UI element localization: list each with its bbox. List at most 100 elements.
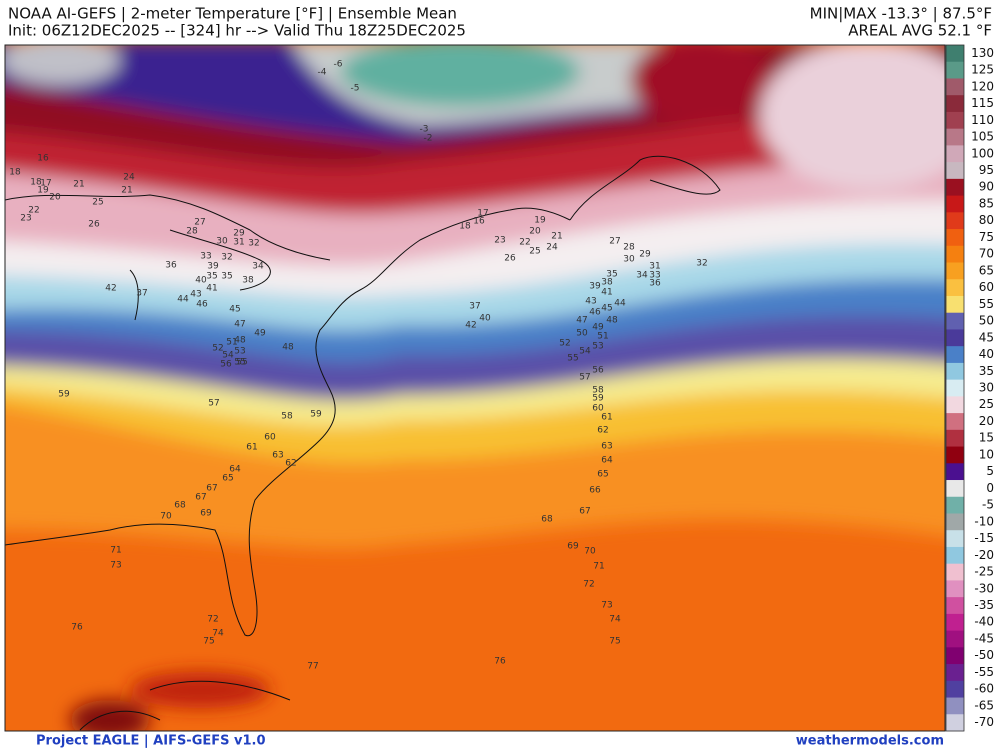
temperature-label: 44 [614, 299, 626, 309]
colorbar-label: 5 [986, 464, 994, 478]
colorbar-label: -55 [974, 665, 994, 679]
temperature-label: 16 [473, 217, 485, 227]
colorbar-swatch [946, 480, 964, 498]
temperature-label: 52 [559, 339, 570, 349]
colorbar-label: 90 [979, 180, 994, 194]
temperature-label: 67 [579, 507, 590, 517]
temperature-label: 39 [207, 262, 219, 272]
temperature-label: 43 [190, 290, 201, 300]
temperature-label: 48 [606, 316, 618, 326]
colorbar-label: -30 [974, 581, 994, 595]
colorbar-label: -40 [974, 615, 994, 629]
temperature-label: 70 [584, 547, 596, 557]
colorbar-label: -65 [974, 698, 994, 712]
temperature-label: 51 [226, 338, 237, 348]
temperature-label: 42 [465, 321, 476, 331]
temperature-label: 75 [609, 637, 620, 647]
temperature-label: 40 [195, 276, 207, 286]
colorbar-swatch [946, 128, 964, 146]
temperature-label: 48 [234, 336, 246, 346]
colorbar-label: -15 [974, 531, 994, 545]
temperature-label: 18 [9, 168, 21, 178]
colorbar-swatch [946, 279, 964, 297]
colorbar-label: -5 [982, 498, 994, 512]
temperature-label: 35 [206, 272, 217, 282]
colorbar-label: 125 [971, 63, 994, 77]
temperature-label: 69 [200, 509, 212, 519]
temperature-label: 24 [123, 173, 135, 183]
colorbar-swatch [946, 563, 964, 581]
temperature-label: 38 [601, 278, 613, 288]
colorbar-label: 45 [979, 330, 994, 344]
temperature-label: 47 [576, 316, 587, 326]
colorbar-label: 115 [971, 96, 994, 110]
temperature-label: 63 [601, 442, 612, 452]
temperature-label: 76 [71, 623, 83, 633]
colorbar-label: 130 [971, 46, 994, 60]
colorbar-swatch [946, 530, 964, 548]
colorbar-label: 110 [971, 113, 994, 127]
colorbar-label: -60 [974, 682, 994, 696]
colorbar-label: -45 [974, 631, 994, 645]
footer-project: Project EAGLE | AIFS-GEFS v1.0 [36, 734, 266, 749]
temperature-label: 59 [592, 394, 604, 404]
colorbar-swatch [946, 396, 964, 414]
colorbar-swatch [946, 513, 964, 531]
temperature-label: 16 [37, 154, 49, 164]
temperature-label: 64 [229, 465, 241, 475]
temperature-label: 59 [58, 390, 70, 400]
temperature-label: 22 [28, 206, 39, 216]
temperature-label: 73 [110, 561, 121, 571]
temperature-label: 26 [88, 220, 100, 230]
temperature-label: 74 [212, 629, 224, 639]
temperature-label: 41 [601, 288, 612, 298]
map-frame [4, 44, 946, 732]
temperature-label: 33 [200, 252, 211, 262]
temperature-label: 69 [567, 542, 579, 552]
temperature-label: 45 [601, 304, 612, 314]
colorbar-swatch [946, 178, 964, 197]
coastlines [5, 155, 721, 731]
colorbar-swatch [946, 162, 964, 180]
temperature-label: 25 [529, 247, 540, 257]
colorbar-swatch [946, 714, 964, 732]
temperature-label: 25 [92, 198, 103, 208]
colorbar-swatch [946, 61, 964, 79]
temperature-label: 66 [589, 486, 601, 496]
colorbar-label: 30 [979, 381, 994, 395]
temperature-label: 75 [203, 637, 214, 647]
temperature-label: 71 [110, 546, 121, 556]
colorbar-label: 65 [979, 263, 994, 277]
temperature-label: 49 [254, 329, 266, 339]
colorbar-swatch [946, 262, 964, 280]
temperature-label: 31 [233, 238, 244, 248]
temperature-label: 47 [234, 320, 245, 330]
subtitle: Init: 06Z12DEC2025 -- [324] hr --> Valid… [8, 22, 466, 40]
temperature-label: 32 [696, 259, 707, 269]
colorbar-swatch [946, 613, 964, 632]
temperature-label: 28 [186, 227, 198, 237]
temperature-label: 22 [519, 238, 530, 248]
temperature-label: 17 [40, 179, 51, 189]
temperature-label: 62 [285, 459, 296, 469]
temperature-label: 20 [49, 193, 61, 203]
colorbar-swatch [946, 145, 964, 163]
colorbar-swatch [946, 95, 964, 113]
colorbar-label: 95 [979, 163, 994, 177]
temperature-label: 31 [649, 262, 660, 272]
colorbar: 1301251201151101051009590858075706560555… [945, 44, 994, 732]
temperature-label: 32 [221, 253, 232, 263]
temperature-label: 58 [592, 386, 604, 396]
colorbar-swatch [946, 463, 964, 481]
temperature-label: 23 [20, 214, 31, 224]
temperature-label: 63 [272, 451, 283, 461]
colorbar-swatch [946, 597, 964, 615]
temperature-label: -3 [420, 125, 429, 135]
colorbar-label: 50 [979, 314, 994, 328]
temperature-label: 58 [281, 412, 293, 422]
temperature-label: 54 [579, 347, 591, 357]
temperature-label: -4 [318, 68, 327, 78]
temperature-label: 21 [121, 186, 132, 196]
temperature-label: 24 [546, 243, 558, 253]
